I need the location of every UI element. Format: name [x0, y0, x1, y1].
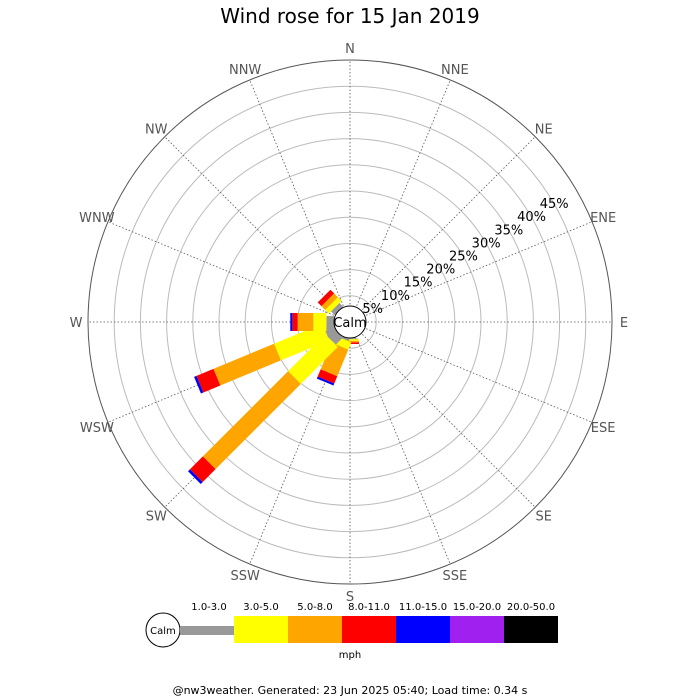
grid-spoke: [349, 321, 451, 565]
bar-segment-sw-1: [288, 334, 338, 384]
bar-segment-wsw-3: [196, 368, 221, 393]
bar-segment-nw-1: [325, 297, 342, 314]
direction-label: SSE: [442, 569, 467, 584]
legend-calm-label: Calm: [150, 626, 176, 637]
legend-swatch-2: [288, 616, 342, 643]
direction-labels: N NNE NE ENE E ESE SE SSE S SSW SW WSW W WNW NW NNW: [70, 42, 629, 605]
direction-label: NNW: [229, 63, 261, 78]
legend-swatch-5: [450, 616, 504, 643]
legend-swatch-0: [180, 626, 234, 635]
grid-spoke: [349, 221, 593, 323]
grid-spoke: [249, 79, 351, 323]
ring-label: 30%: [472, 236, 501, 251]
grid-ring: [270, 242, 430, 402]
ring-label: 45%: [540, 197, 569, 212]
calm-center: Calm: [333, 305, 367, 339]
ring-label: 35%: [494, 223, 523, 238]
grid-spoke: [107, 221, 351, 323]
bar-segment-nw-2: [321, 293, 338, 310]
grid-spoke: [349, 321, 536, 508]
grid-ring: [244, 216, 456, 428]
grid-spoke: [349, 321, 593, 423]
footer-text: @nw3weather. Generated: 23 Jun 2025 05:4…: [172, 684, 528, 697]
ring-label: 40%: [517, 210, 546, 225]
direction-label: SW: [146, 510, 167, 525]
direction-label: N: [345, 42, 355, 57]
direction-label: W: [70, 316, 83, 331]
direction-label: NW: [145, 122, 168, 137]
ring-label: 10%: [381, 289, 410, 304]
legend-swatch-6: [504, 616, 558, 643]
ring-label: 20%: [426, 263, 455, 278]
direction-label: S: [346, 590, 354, 605]
chart-title: Wind rose for 15 Jan 2019: [220, 4, 480, 28]
legend-bin-label: 3.0-5.0: [243, 602, 278, 613]
grid-spoke: [249, 321, 351, 565]
bar-segment-sw-2: [202, 371, 301, 470]
legend-swatch-3: [342, 616, 396, 643]
legend-bin-label: 1.0-3.0: [191, 602, 226, 613]
direction-label: ENE: [590, 211, 616, 226]
direction-label: ESE: [591, 421, 616, 436]
grid-spoke: [349, 136, 536, 323]
bar-segment-ssw-2: [320, 342, 349, 377]
grid-spoke: [349, 79, 451, 323]
direction-label: SE: [536, 510, 552, 525]
legend-bin-label: 5.0-8.0: [297, 602, 332, 613]
ring-label: 25%: [449, 250, 478, 265]
bar-segment-w-3: [292, 313, 298, 331]
bar-segment-nw-0: [330, 302, 344, 316]
bar-segment-wsw-4: [194, 375, 204, 394]
direction-label: NNE: [441, 63, 469, 78]
legend-bin-label: 11.0-15.0: [399, 602, 447, 613]
calm-circle: [333, 305, 367, 339]
bar-segment-ssw-4: [316, 376, 335, 386]
polar-grid: [87, 59, 613, 585]
legend-swatch-4: [396, 616, 450, 643]
ring-labels: 5%10%15%20%25%30%35%40%45%: [362, 197, 568, 317]
bar-segment-wsw-2: [213, 343, 281, 386]
legend-bin-label: 15.0-20.0: [453, 602, 501, 613]
direction-label: E: [620, 316, 628, 331]
direction-label: SSW: [230, 569, 260, 584]
direction-label: NE: [535, 122, 553, 137]
bar-segment-wsw-1: [273, 323, 330, 361]
grid-spoke: [164, 136, 351, 323]
ring-label: 15%: [404, 276, 433, 291]
grid-ring: [139, 111, 561, 533]
bar-segment-w-1: [313, 313, 327, 331]
direction-label: WSW: [80, 421, 114, 436]
bar-segment-w-4: [290, 313, 293, 331]
bar-segment-ssw-3: [317, 369, 338, 384]
bar-segment-w-2: [297, 313, 314, 331]
bar-segment-nw-3: [317, 289, 335, 307]
legend-bin-label: 8.0-11.0: [348, 602, 390, 613]
legend-bin-label: 20.0-50.0: [507, 602, 555, 613]
legend-swatch-1: [234, 616, 288, 643]
outer-ring: [87, 59, 613, 585]
grid-ring: [192, 164, 508, 480]
ring-label: 5%: [362, 302, 383, 317]
direction-label: WNW: [79, 211, 115, 226]
wind-rose-bars: [188, 289, 359, 484]
speed-legend: Calm 1.0-3.0 3.0-5.0 5.0-8.0 8.0-11.0 11.0-15…: [145, 602, 558, 661]
bar-segment-w-0: [326, 316, 335, 328]
bar-segment-sw-4: [188, 469, 203, 484]
bar-segment-sw-3: [189, 456, 216, 483]
calm-label: Calm: [333, 316, 366, 331]
legend-units: mph: [339, 650, 361, 661]
